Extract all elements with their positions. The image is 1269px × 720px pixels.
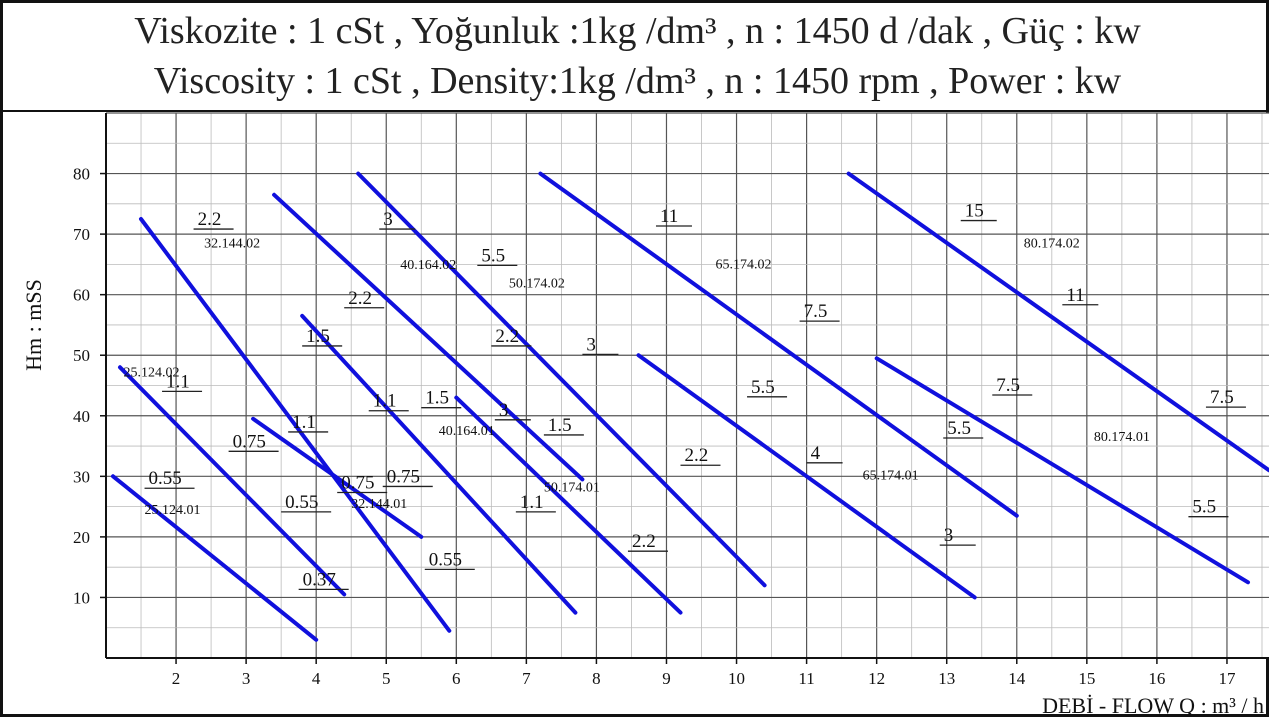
model-label: 32.144.01 xyxy=(351,497,407,512)
x-tick-label: 14 xyxy=(1008,669,1026,688)
power-label: 1.1 xyxy=(520,492,544,513)
model-label: 80.174.02 xyxy=(1024,236,1080,251)
model-label: 65.174.01 xyxy=(863,468,919,483)
power-label: 0.55 xyxy=(149,468,182,489)
series-line-80-174-02 xyxy=(846,171,1269,473)
power-label: 2.2 xyxy=(495,326,519,347)
y-tick-label: 30 xyxy=(73,467,90,486)
x-tick-label: 17 xyxy=(1218,669,1236,688)
x-tick-label: 10 xyxy=(728,669,745,688)
power-label: 0.55 xyxy=(285,492,318,513)
x-tick-label: 16 xyxy=(1148,669,1165,688)
y-tick-label: 20 xyxy=(73,528,90,547)
x-tick-label: 4 xyxy=(312,669,321,688)
power-label: 7.5 xyxy=(804,301,828,322)
y-tick-label: 60 xyxy=(73,286,90,305)
power-label: 1.1 xyxy=(166,371,190,392)
series-line-65-174-01 xyxy=(636,353,977,600)
power-label: 3 xyxy=(944,525,954,546)
power-label: 1.5 xyxy=(425,388,449,409)
y-tick-label: 70 xyxy=(73,225,90,244)
x-tick-label: 12 xyxy=(868,669,885,688)
power-label: 7.5 xyxy=(996,375,1020,396)
x-tick-label: 5 xyxy=(382,669,391,688)
grid xyxy=(106,112,1269,658)
power-label: 4 xyxy=(811,443,821,464)
x-tick-label: 3 xyxy=(242,669,251,688)
axes xyxy=(105,113,1269,659)
series-line-40-164-02 xyxy=(272,192,585,482)
power-label: 3 xyxy=(586,334,596,355)
power-label: 11 xyxy=(660,206,678,227)
y-tick-label: 80 xyxy=(73,165,90,184)
model-label: 40.164.02 xyxy=(400,258,456,273)
power-label: 11 xyxy=(1066,285,1084,306)
y-tick-label: 40 xyxy=(73,407,90,426)
power-label: 2.2 xyxy=(348,288,372,309)
power-label: 3 xyxy=(383,209,393,230)
power-label: 0.75 xyxy=(341,472,374,493)
series-line-50-174-02 xyxy=(356,171,767,588)
series-line-50-174-01 xyxy=(454,395,683,615)
model-label: 50.174.02 xyxy=(509,276,565,291)
x-tick-label: 9 xyxy=(662,669,671,688)
power-label: 0.75 xyxy=(233,431,266,452)
chart-subtitle: Viscosity : 1 cSt , Density:1kg /dm³ , n… xyxy=(153,60,1122,102)
power-label: 0.37 xyxy=(303,569,336,590)
x-tick-label: 6 xyxy=(452,669,461,688)
power-label: 5.5 xyxy=(947,418,971,439)
power-label: 2.2 xyxy=(632,531,656,552)
power-label: 5.5 xyxy=(481,245,505,266)
model-label: 32.144.02 xyxy=(204,236,260,251)
series-line-32-144-02 xyxy=(139,217,452,633)
model-label: 65.174.02 xyxy=(716,258,772,273)
power-label: 7.5 xyxy=(1210,387,1234,408)
y-tick-label: 50 xyxy=(73,346,90,365)
power-label: 2.2 xyxy=(684,445,708,466)
series-line-25-124-01 xyxy=(111,474,319,642)
chart-title: Viskozite : 1 cSt , Yoğunluk :1kg /dm³ ,… xyxy=(134,10,1141,52)
x-tick-label: 13 xyxy=(938,669,955,688)
power-label: 0.55 xyxy=(429,549,462,570)
power-label: 1.1 xyxy=(292,412,316,433)
annotations: 0.55 0.37 1.1 0.75 0.55 1.1 0.75 0.75 2.2 1.5 0.55… xyxy=(124,201,1246,590)
model-label: 40.164.01 xyxy=(439,424,495,439)
x-tick-label: 8 xyxy=(592,669,601,688)
power-label: 3 xyxy=(499,400,509,421)
power-label: 2.2 xyxy=(198,209,222,230)
series-line-80-174-01 xyxy=(874,356,1250,585)
power-label: 1.5 xyxy=(548,415,572,436)
model-label: 25.124.02 xyxy=(124,365,180,380)
power-label: 0.75 xyxy=(387,466,420,487)
series-line-25-124-02 xyxy=(118,365,347,597)
x-tick-labels: 2 3 4 5 6 7 8 9 10 11 12 13 14 15 16 17 xyxy=(172,658,1236,688)
model-label: 80.174.01 xyxy=(1094,430,1150,445)
chart-svg: 2 3 4 5 6 7 8 9 10 11 12 13 14 15 16 17 10 20 30 40 50 60 70 8… xyxy=(3,110,1269,718)
model-label: 25.124.01 xyxy=(145,503,201,518)
power-label: 1.1 xyxy=(373,391,397,412)
power-label: 1.5 xyxy=(306,326,330,347)
series-line-40-164-01 xyxy=(300,313,578,615)
y-tick-label: 10 xyxy=(73,588,90,607)
x-tick-label: 11 xyxy=(798,669,814,688)
series-line-65-174-02 xyxy=(538,171,1019,518)
power-label: 15 xyxy=(965,201,984,222)
x-tick-label: 7 xyxy=(522,669,531,688)
y-axis-label: Hm : mSS xyxy=(21,279,46,371)
power-label: 5.5 xyxy=(1192,497,1216,518)
x-tick-label: 15 xyxy=(1078,669,1095,688)
model-label: 50.174.01 xyxy=(544,480,600,495)
y-tick-labels: 10 20 30 40 50 60 70 80 xyxy=(73,165,106,607)
power-label: 5.5 xyxy=(751,377,775,398)
series-lines xyxy=(111,171,1269,642)
x-tick-label: 2 xyxy=(172,669,181,688)
x-axis-label: DEBİ - FLOW Q : m³ / h xyxy=(1042,693,1264,718)
